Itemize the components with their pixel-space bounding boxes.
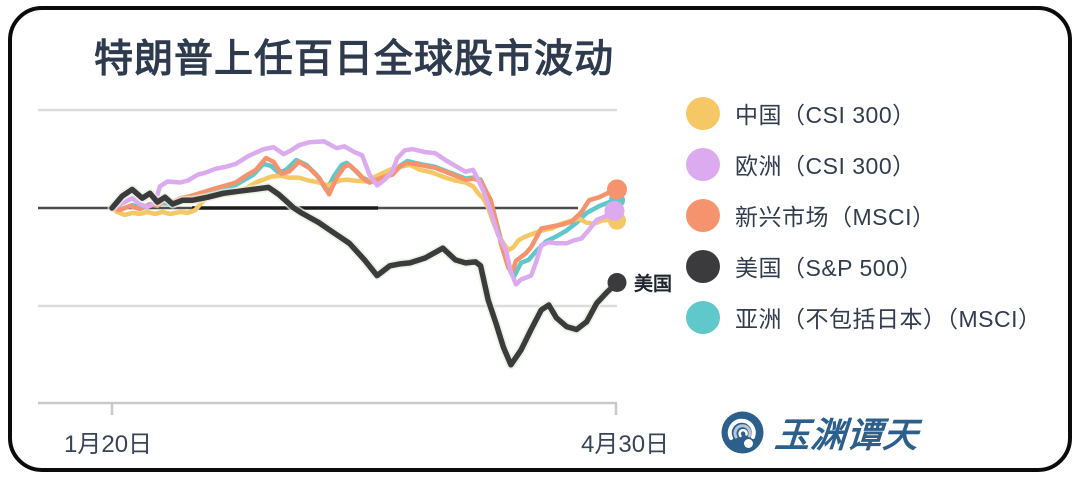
legend: 中国（CSI 300） 欧洲（CSI 300） 新兴市场（MSCI） 美国（S&… xyxy=(686,96,1042,334)
legend-item-emerging-markets: 新兴市场（MSCI） xyxy=(686,198,1042,232)
em-end-dot xyxy=(607,179,627,200)
legend-item-label: 新兴市场（MSCI） xyxy=(735,204,936,230)
legend-item-asia: 亚洲（不包括日本）（MSCI） xyxy=(686,300,1042,334)
legend-item-label: 中国（CSI 300） xyxy=(735,102,916,128)
legend-item-label: 亚洲（不包括日本）（MSCI） xyxy=(735,306,1042,332)
china-line xyxy=(109,162,620,253)
x-tick-label-start: 1月20日 xyxy=(64,431,153,458)
europe-end-dot xyxy=(604,200,625,221)
china-swatch-icon xyxy=(686,96,720,130)
us-line xyxy=(109,184,620,368)
x-tick-label-end: 4月30日 xyxy=(581,431,670,458)
us-series-annotation: 美国 xyxy=(634,274,673,295)
europe-line xyxy=(109,139,617,287)
legend-item-us: 美国（S&P 500） xyxy=(686,249,1042,283)
wave-logo-icon xyxy=(721,411,764,454)
asia-swatch-icon xyxy=(686,300,720,334)
emerging-markets-swatch-icon xyxy=(686,198,720,232)
logo-text: 玉渊谭天 xyxy=(773,416,921,455)
yuyuan-tantian-logo: 玉渊谭天 xyxy=(720,407,921,458)
legend-item-label: 美国（S&P 500） xyxy=(735,255,923,281)
legend-item-china: 中国（CSI 300） xyxy=(686,96,1042,130)
us-swatch-icon xyxy=(686,249,720,283)
us-end-dot xyxy=(607,273,627,292)
page-title: 特朗普上任百日全球股市波动 xyxy=(94,38,615,81)
legend-item-label: 欧洲（CSI 300） xyxy=(735,153,916,179)
europe-swatch-icon xyxy=(686,147,720,181)
legend-item-europe: 欧洲（CSI 300） xyxy=(686,147,1042,181)
